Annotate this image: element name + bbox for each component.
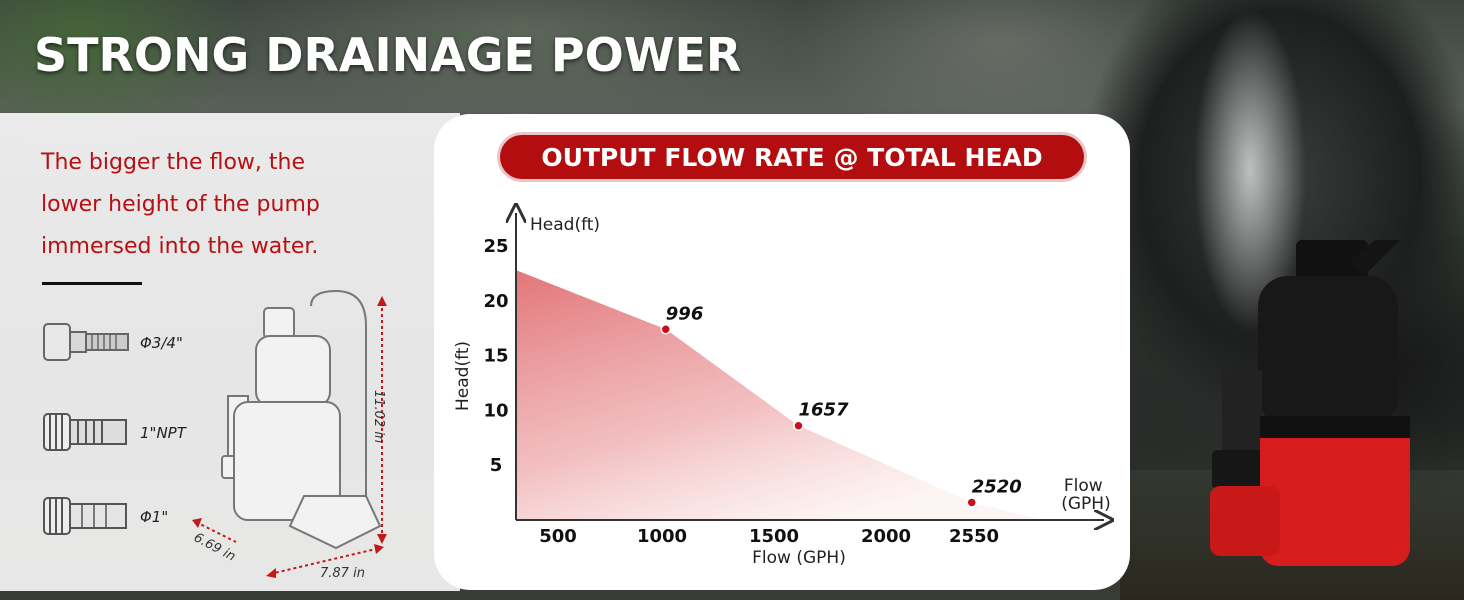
page-title: STRONG DRAINAGE POWER — [34, 28, 742, 82]
y-tick-label: 10 — [483, 400, 508, 421]
hose-adapter-3-4-icon — [43, 323, 129, 361]
data-point-label: 996 — [666, 303, 704, 324]
hose-adapter-1-icon — [43, 497, 127, 535]
x-axis-arrow-label: Flow (GPH) — [1061, 476, 1110, 514]
hose-adapter-1npt-icon — [43, 413, 127, 451]
data-point — [966, 497, 977, 508]
divider — [42, 282, 142, 285]
chart-title: OUTPUT FLOW RATE @ TOTAL HEAD — [541, 142, 1043, 172]
x-tick-label: 2000 — [861, 526, 911, 547]
fitting-label: 1"NPT — [140, 424, 186, 442]
y-tick-label: 15 — [483, 346, 508, 367]
x-tick-label: 1000 — [637, 526, 687, 547]
x-tick-label: 1500 — [749, 526, 799, 547]
y-tick-label: 20 — [483, 291, 508, 312]
width-dimension: 7.87 in — [320, 566, 365, 581]
y-axis-title: Head(ft) — [453, 341, 473, 411]
fitting-label: Φ1" — [140, 508, 169, 526]
chart-title-badge: OUTPUT FLOW RATE @ TOTAL HEAD — [500, 135, 1084, 179]
description-text: The bigger the flow, the lower height of… — [41, 142, 371, 268]
fitting-label: Φ3/4" — [140, 334, 183, 352]
description-line: immersed into the water. — [41, 234, 319, 259]
description-line: The bigger the flow, the — [41, 150, 305, 175]
flow-area — [516, 270, 1042, 520]
x-tick-label: 2550 — [949, 526, 999, 547]
x-axis-title: Flow (GPH) — [752, 548, 846, 568]
flow-head-chart: 500 1000 1500 2000 2550 5 10 15 20 25 996 1657 252… — [453, 195, 1130, 568]
data-point-label: 2520 — [972, 476, 1022, 497]
y-tick-label: 25 — [483, 236, 508, 257]
data-point — [793, 420, 804, 431]
y-axis-arrow-label: Head(ft) — [530, 215, 600, 235]
description-line: lower height of the pump — [41, 192, 320, 217]
submersible-pump-photo — [1210, 240, 1410, 566]
data-point — [660, 324, 672, 335]
y-tick-label: 5 — [490, 455, 503, 476]
height-dimension: 11.02 in — [371, 390, 386, 444]
data-point-label: 1657 — [798, 400, 849, 421]
x-tick-label: 500 — [539, 526, 577, 547]
pump-dimension-drawing — [192, 289, 387, 578]
